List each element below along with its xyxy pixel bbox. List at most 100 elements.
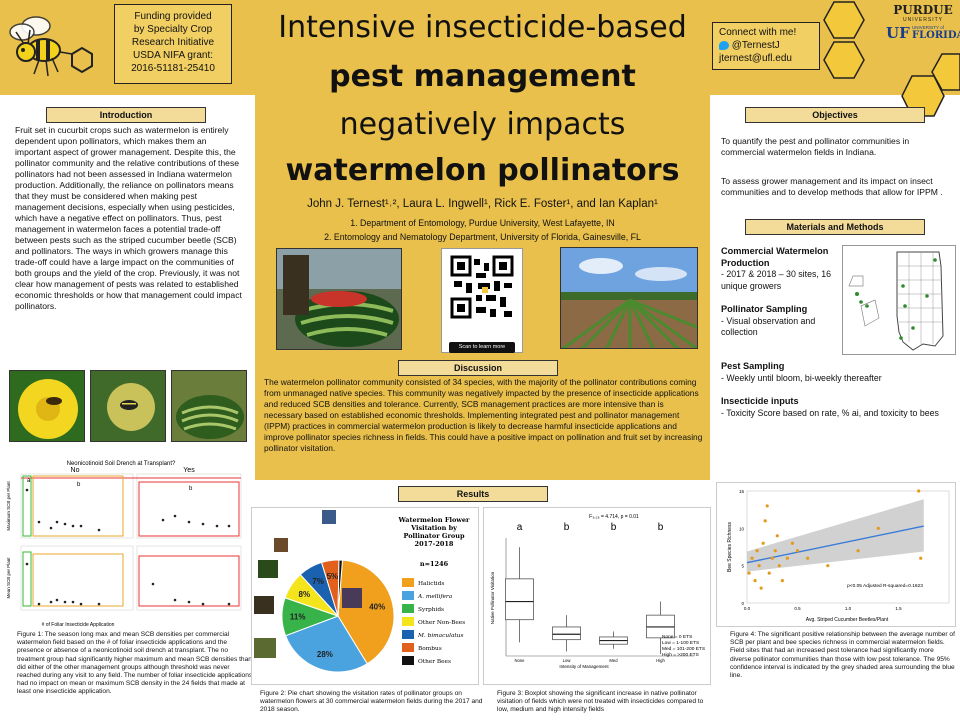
pie-legend-label: Other Non-Bees bbox=[418, 620, 465, 626]
funding-box: Funding provided by Specialty Crop Resea… bbox=[114, 4, 232, 84]
box-series bbox=[552, 615, 581, 652]
figure1-chart: Neonicotinoid Soil Drench at Transplant?… bbox=[6, 461, 242, 628]
box-legend-line: High = >200 ETS bbox=[662, 652, 699, 658]
title-line-3: negatively impacts bbox=[339, 107, 626, 142]
box-series bbox=[505, 547, 534, 643]
scatter-point bbox=[761, 541, 765, 545]
pie-label: 40% bbox=[369, 603, 385, 612]
scatter-ytick: 0 bbox=[741, 601, 744, 606]
photo-flower bbox=[9, 370, 85, 442]
pie-legend-label: Syrphids bbox=[418, 607, 444, 613]
methods-body: - 2017 & 2018 – 30 sites, 16 unique grow… bbox=[721, 269, 832, 291]
pie-slice bbox=[337, 559, 344, 617]
methods-block-wide: Pest Sampling - Weekly until bloom, bi-w… bbox=[721, 361, 953, 419]
fig1-point bbox=[201, 602, 205, 606]
pie-slice bbox=[284, 615, 368, 673]
methods-heading: Materials and Methods bbox=[745, 219, 925, 235]
fig1-point bbox=[63, 522, 67, 526]
title-line-1: Intensive insecticide-based bbox=[278, 10, 687, 45]
fig1-point bbox=[71, 524, 75, 528]
scatter-ylabel: Bee Species Richness bbox=[727, 521, 733, 572]
indiana-map bbox=[842, 245, 956, 355]
bee-icon bbox=[9, 16, 93, 77]
pie-legend-label: Bombus bbox=[418, 646, 442, 652]
fig1-point bbox=[161, 518, 165, 522]
scatter-point bbox=[876, 526, 880, 530]
methods-body: - Visual observation and collection bbox=[721, 315, 816, 338]
figure1-caption: Figure 1: The season long max and mean S… bbox=[17, 631, 253, 696]
funding-line: by Specialty Crop bbox=[133, 24, 213, 35]
fig1-point bbox=[187, 600, 191, 604]
scatter-ytick: 10 bbox=[739, 526, 745, 531]
pie-legend-swatch bbox=[402, 604, 414, 613]
pie-label: 5% bbox=[327, 572, 339, 581]
bee-photo-inset bbox=[322, 510, 336, 524]
pie-legend-label: Halictids bbox=[418, 581, 444, 587]
pie-label: 8% bbox=[299, 590, 311, 599]
pie-legend-swatch bbox=[402, 578, 414, 587]
fig1-point bbox=[55, 520, 59, 524]
fig1-point bbox=[25, 562, 29, 566]
objectives-heading: Objectives bbox=[745, 107, 925, 123]
twitter-handle[interactable]: @TernestJ bbox=[731, 40, 780, 51]
purdue-logo: PURDUE UNIVERSITY bbox=[888, 3, 958, 23]
fig1-letter: a bbox=[27, 478, 31, 484]
box-series bbox=[646, 601, 675, 655]
discussion-heading: Discussion bbox=[398, 360, 558, 376]
methods-title: Pollinator Sampling bbox=[721, 304, 808, 314]
pie-title-line: 2017-2018 bbox=[415, 540, 454, 548]
methods-body: - Weekly until bloom, bi-weekly thereaft… bbox=[721, 372, 882, 383]
box-letter: b bbox=[658, 522, 664, 533]
photo-beetle bbox=[90, 370, 166, 442]
introduction-heading: Introduction bbox=[46, 107, 206, 123]
scatter-point bbox=[919, 556, 923, 560]
bee-photo-inset bbox=[254, 596, 274, 614]
qr-code[interactable]: Scan to learn more bbox=[441, 248, 523, 353]
fig1-point bbox=[227, 602, 231, 606]
objective-item-2: To assess grower management and its impa… bbox=[721, 176, 943, 197]
title-line-2: pest management bbox=[329, 59, 636, 94]
pie-slice bbox=[337, 559, 395, 665]
fig1-point bbox=[37, 520, 41, 524]
funding-line: Research Initiative bbox=[131, 37, 215, 48]
fig1-point bbox=[79, 602, 83, 606]
photo-planter bbox=[276, 248, 402, 350]
scatter-ytick: 5 bbox=[741, 564, 744, 569]
scatter-point bbox=[790, 541, 795, 545]
pie-legend-swatch bbox=[402, 617, 414, 626]
box-letter: b bbox=[611, 522, 617, 533]
funding-line: USDA NIFA grant: bbox=[132, 50, 214, 61]
methods-block: Commercial Watermelon Production - 2017 … bbox=[721, 246, 839, 339]
scatter-point bbox=[856, 549, 860, 553]
fig1-xlabel: # of Foliar Insecticide Application bbox=[42, 622, 115, 628]
discussion-text: The watermelon pollinator community cons… bbox=[264, 377, 703, 453]
pie-label: 7% bbox=[312, 577, 324, 586]
fig1-point bbox=[49, 600, 53, 604]
fig1-point bbox=[71, 600, 75, 604]
funding-line: 2016-51181-25410 bbox=[131, 63, 215, 74]
funding-line: Funding provided bbox=[134, 11, 212, 22]
figure3-caption: Figure 3: Boxplot showing the significan… bbox=[497, 690, 704, 714]
twitter-icon bbox=[719, 40, 729, 50]
box-letter: a bbox=[517, 522, 523, 533]
scatter-point bbox=[770, 556, 774, 560]
email-link[interactable]: jternest@ufl.edu bbox=[719, 53, 792, 64]
pie-legend-swatch bbox=[402, 656, 414, 665]
authors: John J. Ternest¹˒², Laura L. Ingwell¹, R… bbox=[307, 198, 658, 210]
scatter-xtick: 1.5 bbox=[895, 606, 902, 611]
photo-melon bbox=[171, 370, 247, 442]
fig1-letter: b bbox=[189, 486, 193, 492]
pie-legend-label: M. bimaculatus bbox=[417, 633, 463, 639]
fit-line bbox=[746, 525, 924, 564]
pie-title-line: Pollinator Group bbox=[403, 532, 464, 540]
box-category: None bbox=[514, 658, 525, 663]
honeycomb-decoration bbox=[822, 0, 960, 120]
pie-title-line: Visitation by bbox=[410, 524, 457, 532]
pie-label: 11% bbox=[290, 613, 306, 622]
box-series bbox=[599, 631, 628, 649]
fig1-no: No bbox=[71, 467, 80, 474]
purdue-wordmark: PURDUE bbox=[893, 3, 953, 17]
bee-photo-inset bbox=[342, 588, 362, 608]
fig1-title: Neonicotinoid Soil Drench at Transplant? bbox=[67, 461, 176, 467]
pie-title-line: Watermelon Flower bbox=[398, 516, 470, 524]
